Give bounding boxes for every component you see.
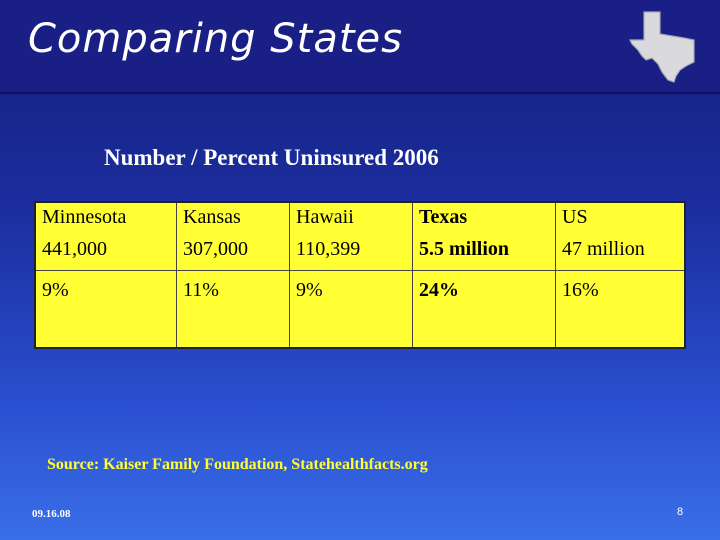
cell-state-hawaii: Hawaii bbox=[289, 202, 413, 238]
cell-state-kansas: Kansas bbox=[176, 202, 290, 238]
cell-percent-texas: 24% bbox=[412, 270, 556, 348]
page-number: 8 bbox=[677, 506, 684, 518]
state-names-row: Minnesota Kansas Hawaii Texas US bbox=[35, 202, 685, 238]
table-heading: Number / Percent Uninsured 2006 bbox=[104, 145, 439, 170]
cell-count-us: 47 million bbox=[555, 238, 685, 271]
slide-date: 09.16.08 bbox=[32, 508, 71, 520]
title-bar: Comparing States bbox=[0, 0, 720, 94]
cell-state-us: US bbox=[555, 202, 685, 238]
cell-percent-minnesota: 9% bbox=[35, 270, 177, 348]
slide-title: Comparing States bbox=[28, 16, 404, 62]
source-citation: Source: Kaiser Family Foundation, Stateh… bbox=[47, 456, 428, 473]
cell-state-minnesota: Minnesota bbox=[42, 206, 127, 228]
cell-count-hawaii: 110,399 bbox=[289, 238, 413, 271]
cell-percent-kansas: 11% bbox=[176, 270, 290, 348]
uninsured-percent-row: 9% 11% 9% 24% 16% bbox=[35, 270, 685, 348]
cell-count-texas: 5.5 million bbox=[412, 238, 556, 271]
cell-percent-hawaii: 9% bbox=[289, 270, 413, 348]
uninsured-count-row: 441,000 307,000 110,399 5.5 million 47 m… bbox=[35, 238, 685, 271]
uninsured-table: Minnesota Kansas Hawaii Texas US 441,000… bbox=[34, 201, 686, 349]
cell-state-texas: Texas bbox=[412, 202, 556, 238]
cell-percent-us: 16% bbox=[555, 270, 685, 348]
cell-count-minnesota: 441,000 bbox=[42, 238, 107, 260]
texas-state-outline-icon bbox=[629, 11, 695, 83]
cell-count-kansas: 307,000 bbox=[176, 238, 290, 271]
